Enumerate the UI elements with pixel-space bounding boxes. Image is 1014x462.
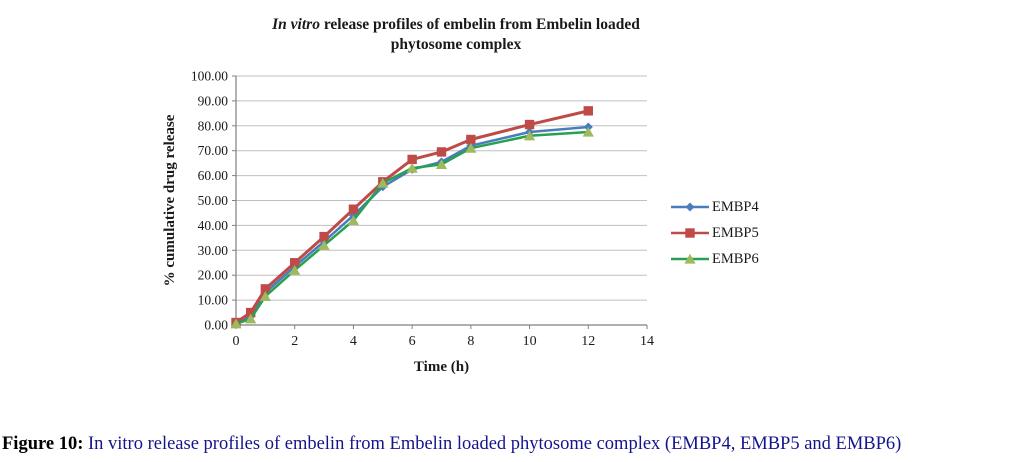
x-tick-label: 8	[467, 334, 474, 349]
y-tick-label: 70.00	[198, 143, 229, 158]
y-tick-label: 30.00	[198, 243, 229, 258]
legend-item-EMBP6: EMBP6	[669, 246, 759, 272]
legend-item-EMBP5: EMBP5	[669, 220, 759, 246]
y-tick-label: 50.00	[198, 193, 229, 208]
y-tick-labels: 0.00 10.00 20.00 30.00 40.00 50.00 60.00 70.00 8…	[191, 69, 236, 333]
y-tick-label: 40.00	[198, 218, 229, 233]
chart-title-line1: In vitro release profiles of embelin fro…	[150, 15, 762, 35]
legend-item-EMBP4: EMBP4	[669, 194, 759, 220]
x-tick-label: 2	[291, 334, 298, 349]
chart-title-rest: release profiles of embelin from Embelin…	[319, 16, 640, 33]
y-tick-label: 0.00	[204, 318, 228, 333]
series-EMBP5	[231, 106, 593, 328]
x-tick-label: 0	[233, 334, 240, 349]
y-gridlines	[236, 75, 647, 326]
legend-marker-triangle-icon	[671, 253, 709, 264]
y-tick-label: 100.00	[191, 69, 228, 84]
y-tick-label: 80.00	[198, 118, 229, 133]
x-tick-label: 14	[640, 334, 654, 349]
y-tick-label: 20.00	[198, 268, 229, 283]
legend-label: EMBP4	[712, 198, 759, 215]
figure-caption-label: Figure 10:	[2, 434, 84, 454]
y-axis-title: % cumulative drug release	[162, 114, 178, 286]
chart-title-line2: phytosome complex	[390, 36, 522, 53]
figure-caption-text: In vitro release profiles of embelin fro…	[83, 434, 902, 454]
legend: EMBP4 EMBP5 EMBP6	[669, 194, 759, 272]
chart-svg: 0.00 10.00 20.00 30.00 40.00 50.00 60.00 70.00 8…	[162, 69, 654, 376]
y-tick-label: 10.00	[198, 293, 229, 308]
y-tick-label: 90.00	[198, 93, 229, 108]
x-tick-label: 10	[523, 334, 537, 349]
chart-title-italic: In vitro	[272, 16, 320, 33]
legend-label: EMBP5	[712, 224, 759, 241]
x-axis-title: Time (h)	[414, 359, 469, 375]
x-tick-label: 12	[581, 334, 595, 349]
y-tick-label: 60.00	[198, 168, 229, 183]
x-tick-label: 4	[350, 334, 357, 349]
legend-label: EMBP6	[712, 250, 759, 267]
chart-title: In vitro release profiles of embelin fro…	[150, 15, 762, 55]
figure-caption: Figure 10: In vitro release profiles of …	[2, 434, 1012, 455]
x-tick-label: 6	[409, 334, 416, 349]
legend-marker-diamond-icon	[671, 202, 709, 212]
series-EMBP6	[230, 126, 594, 329]
x-tick-labels: 0 2 4 6 8 10 12 14	[233, 325, 654, 349]
legend-marker-square-icon	[671, 228, 709, 238]
